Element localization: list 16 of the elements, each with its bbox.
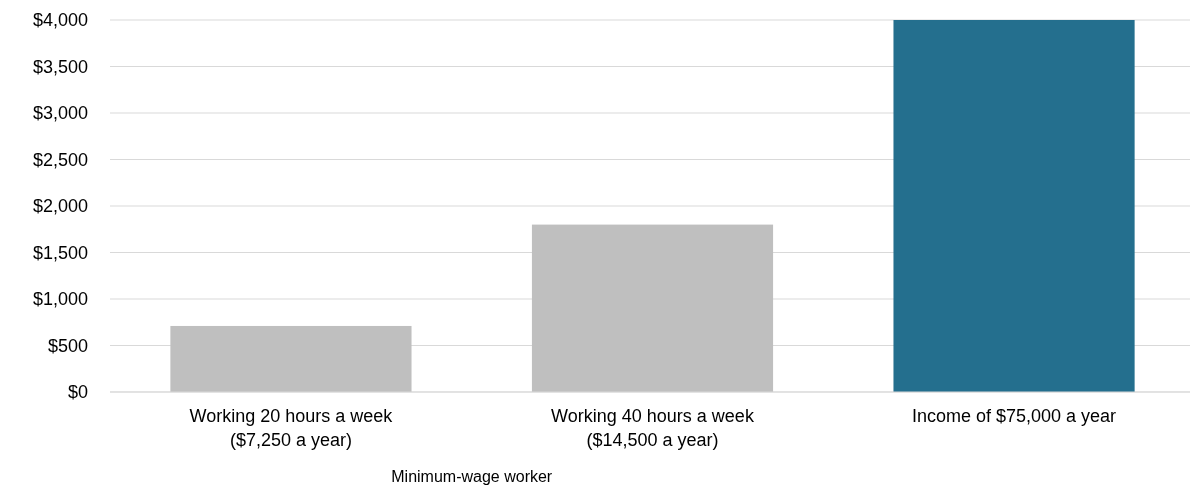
y-tick-label: $3,500 (32, 56, 88, 77)
y-tick-label: $2,000 (32, 196, 88, 217)
y-tick-label: $0 (67, 382, 88, 403)
y-tick-label: $1,000 (32, 289, 88, 310)
x-tick-label: Working 40 hours a week ($14,500 a year) (551, 406, 755, 450)
bar (531, 224, 774, 392)
x-tick-label: Income of $75,000 a year (911, 406, 1117, 426)
y-tick-label: $4,000 (32, 10, 88, 31)
y-tick-label: $500 (47, 335, 88, 356)
y-tick-label: $2,500 (32, 149, 88, 170)
text: Minimum-wage worker (391, 468, 553, 485)
bar (170, 325, 412, 392)
y-tick-label: $3,000 (32, 103, 88, 124)
x-tick-label: Working 20 hours a week ($7,250 a year) (189, 406, 394, 450)
bar (893, 20, 1135, 392)
y-tick-label: $1,500 (32, 242, 88, 263)
